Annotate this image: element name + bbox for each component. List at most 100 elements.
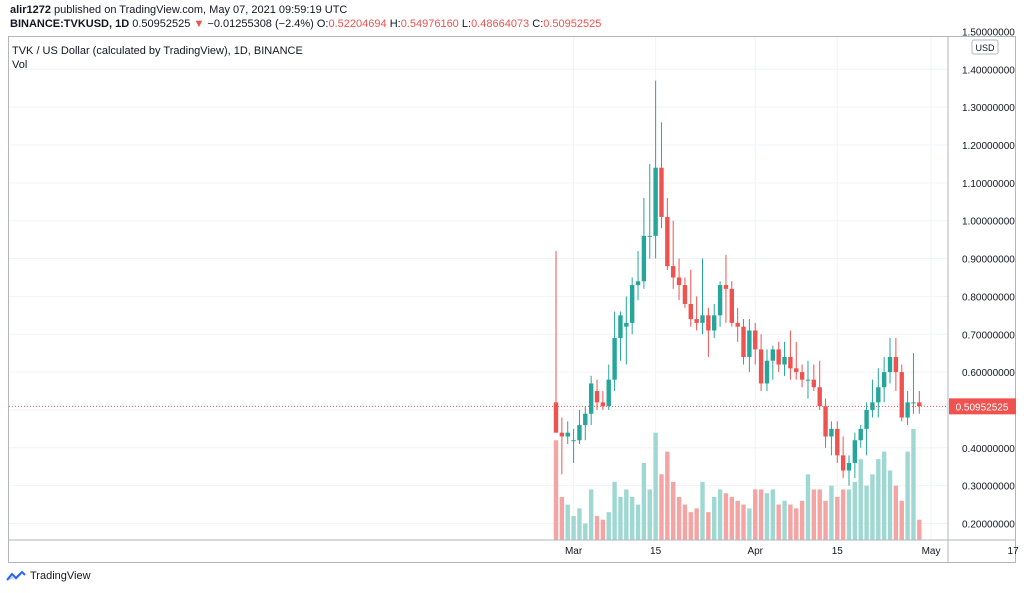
candle-body [794,368,799,373]
volume-bar [846,489,852,540]
volume-bar [840,489,846,540]
y-tick-label: 1.40000000 [962,65,1015,76]
current-price-label: 0.50952525 [956,402,1009,413]
candle [893,338,899,392]
y-tick-label: 0.70000000 [962,330,1015,341]
candle [846,455,852,486]
volume-bar [917,519,922,540]
candle-body [776,349,781,365]
candle [571,428,576,463]
candle [799,364,805,388]
candle [583,406,588,441]
candle-body [817,387,822,407]
candle-body [741,326,746,357]
candle-body [571,440,576,442]
candle-body [764,360,770,384]
volume-bar [624,489,629,540]
candle [665,197,670,270]
candle-body [717,285,723,316]
candle-body [553,402,559,433]
footer-brand[interactable]: TradingView [6,570,91,582]
candle-body [893,356,899,373]
volume-bar [629,497,635,540]
candle-body [682,285,688,304]
symbol-label: BINANCE:TVKUSD, 1D [10,18,130,30]
author-name[interactable]: alir1272 [10,4,51,16]
candle [729,281,734,327]
candle [829,421,834,456]
close-label: C: [532,18,544,30]
volume-bar [671,481,676,540]
candle [876,368,881,418]
candle [770,345,776,380]
candle [870,379,875,418]
candle [887,338,893,384]
currency-label: USD [975,43,995,53]
candle [706,307,711,357]
candle-body [823,406,828,437]
candle-body [846,462,852,471]
volume-bar [553,440,559,540]
candle [647,163,652,259]
volume-bar [612,481,617,540]
candle-body [588,383,594,414]
volume-bar [905,451,910,540]
candle-body [706,315,711,331]
candle [764,349,770,392]
candle [629,277,635,335]
candle [794,341,799,380]
candle [899,364,904,422]
current-price-line: 0.50952525 [9,398,1016,415]
volume-bar [647,489,652,540]
currency-badge [971,39,999,55]
candle-body [594,391,600,403]
candle [840,436,846,479]
candle [747,319,752,373]
candle-body [676,277,682,286]
volume-bar [618,497,623,540]
volume-bar [606,512,611,540]
candle [653,80,658,259]
candle [717,281,723,327]
candle-body [712,315,717,331]
volume-bar [770,489,776,540]
candle [624,296,629,365]
y-tick-label: 0.80000000 [962,292,1015,303]
volume-bars [553,428,922,540]
x-tick-label: May [922,546,941,557]
candle [588,375,594,426]
current-price-tag [949,398,1016,415]
candle [594,379,600,410]
candle-body [747,330,752,357]
x-tick-label: 15 [832,546,844,557]
candle-body [870,402,875,410]
candle [741,319,746,365]
candle [553,250,559,433]
candle [682,277,688,308]
volume-bar [881,451,887,540]
volume-bar [682,504,688,540]
volume-bar [635,504,641,540]
candle-body [811,379,817,388]
candle [659,122,664,229]
candle-body [688,303,693,320]
volume-bar [559,497,565,540]
volume-bar [858,459,863,540]
volume-bar [706,512,711,540]
candle-body [635,281,641,286]
volume-bar [887,470,893,540]
volume-bar [588,489,594,540]
y-tick-label: 0.40000000 [962,444,1015,455]
candle-body [753,330,758,350]
candle-body [770,349,776,361]
candle-body [864,409,869,429]
candle [618,311,623,361]
volume-bar [835,497,840,540]
candle-body [618,315,623,339]
volume-bar [600,519,606,540]
volume-bar [583,523,588,540]
volume-bar [823,500,828,540]
y-tick-label: 0.60000000 [962,368,1015,379]
candle [905,391,910,426]
